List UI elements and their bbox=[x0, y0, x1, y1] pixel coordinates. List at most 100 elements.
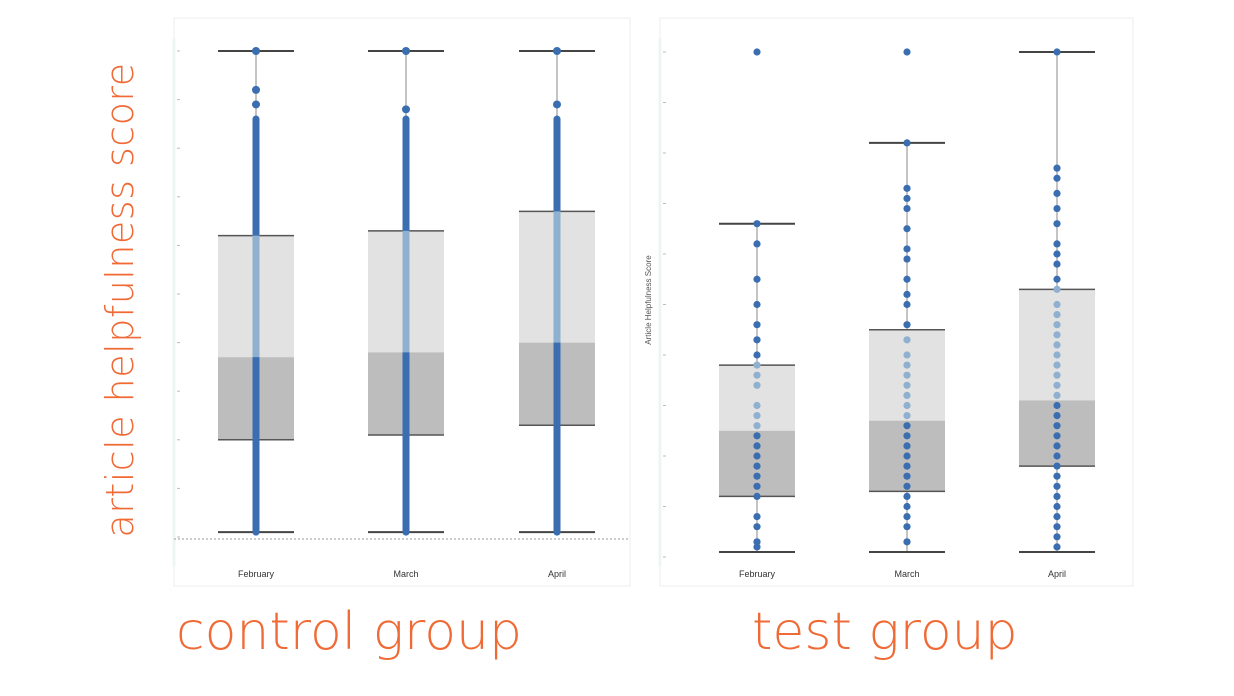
data-point bbox=[903, 381, 911, 389]
data-point bbox=[753, 300, 761, 309]
inner-y-axis-label: Article Helpfulness Score bbox=[644, 255, 653, 345]
data-point bbox=[753, 220, 761, 228]
data-point bbox=[1053, 250, 1061, 258]
data-point bbox=[903, 391, 911, 399]
data-point bbox=[753, 513, 761, 521]
data-point bbox=[753, 492, 761, 500]
data-point bbox=[1053, 341, 1061, 349]
data-point bbox=[903, 48, 911, 56]
data-point bbox=[753, 275, 761, 283]
data-point bbox=[1053, 482, 1061, 490]
data-point bbox=[553, 47, 561, 55]
data-point bbox=[1053, 401, 1061, 410]
data-point bbox=[753, 543, 761, 551]
data-point bbox=[903, 225, 911, 233]
data-point bbox=[903, 139, 911, 147]
data-point bbox=[753, 412, 761, 420]
data-point bbox=[903, 290, 911, 298]
data-point bbox=[1053, 533, 1061, 541]
data-point bbox=[903, 321, 911, 329]
data-point bbox=[903, 472, 911, 480]
data-point bbox=[753, 401, 761, 410]
data-point bbox=[1053, 351, 1061, 359]
data-point bbox=[252, 47, 260, 55]
data-point bbox=[1053, 513, 1061, 521]
data-point bbox=[1053, 523, 1061, 531]
category-label: February bbox=[739, 569, 776, 579]
data-point bbox=[1053, 174, 1061, 182]
data-point bbox=[753, 523, 761, 531]
data-point bbox=[1053, 220, 1061, 228]
data-point bbox=[753, 472, 761, 480]
data-point bbox=[903, 401, 911, 410]
data-point bbox=[1053, 452, 1061, 460]
data-point bbox=[753, 336, 761, 344]
data-point bbox=[753, 351, 761, 359]
data-point bbox=[753, 442, 761, 450]
data-point bbox=[753, 48, 761, 56]
data-point bbox=[252, 100, 260, 109]
data-point bbox=[402, 105, 410, 114]
data-point bbox=[1053, 502, 1061, 511]
data-point bbox=[903, 523, 911, 531]
data-point bbox=[1053, 422, 1061, 430]
data-point bbox=[903, 452, 911, 460]
data-point bbox=[753, 321, 761, 329]
data-point bbox=[1053, 164, 1061, 172]
data-point bbox=[402, 47, 410, 55]
data-point bbox=[1053, 48, 1061, 56]
data-point bbox=[1053, 412, 1061, 420]
data-point bbox=[753, 452, 761, 460]
data-point bbox=[903, 502, 911, 511]
data-point bbox=[903, 204, 911, 213]
category-label: March bbox=[393, 569, 418, 579]
data-point bbox=[252, 85, 260, 94]
data-point bbox=[1053, 311, 1061, 319]
data-point bbox=[753, 422, 761, 430]
category-label: April bbox=[1048, 569, 1066, 579]
data-point bbox=[903, 300, 911, 309]
category-label: April bbox=[548, 569, 566, 579]
data-point bbox=[1053, 321, 1061, 329]
data-point bbox=[903, 538, 911, 546]
data-point bbox=[1053, 391, 1061, 399]
data-point bbox=[903, 422, 911, 430]
data-point bbox=[1053, 331, 1061, 339]
data-point bbox=[1053, 275, 1061, 283]
data-point bbox=[903, 462, 911, 470]
data-point bbox=[903, 492, 911, 500]
data-point bbox=[1053, 381, 1061, 389]
data-point bbox=[1053, 204, 1061, 213]
data-point bbox=[753, 361, 761, 369]
data-point bbox=[1053, 432, 1061, 440]
data-point bbox=[1053, 492, 1061, 500]
data-point bbox=[1053, 472, 1061, 480]
data-point bbox=[903, 336, 911, 344]
data-point bbox=[903, 361, 911, 369]
data-point bbox=[903, 184, 911, 192]
data-point bbox=[753, 371, 761, 379]
data-point bbox=[903, 194, 911, 203]
data-point bbox=[903, 245, 911, 253]
data-point bbox=[1053, 240, 1061, 248]
data-point bbox=[553, 100, 561, 109]
data-point bbox=[1053, 260, 1061, 268]
data-point bbox=[1053, 543, 1061, 551]
data-point bbox=[903, 482, 911, 490]
data-point bbox=[753, 432, 761, 440]
data-point bbox=[903, 513, 911, 521]
data-point bbox=[1053, 285, 1061, 293]
data-point bbox=[903, 255, 911, 263]
test-group-label: test group bbox=[752, 602, 1018, 662]
data-point bbox=[1053, 361, 1061, 369]
data-point bbox=[753, 462, 761, 470]
data-point bbox=[1053, 442, 1061, 450]
data-point bbox=[903, 275, 911, 283]
data-point bbox=[753, 240, 761, 248]
data-point bbox=[903, 432, 911, 440]
data-point bbox=[1053, 189, 1061, 197]
data-point bbox=[1053, 371, 1061, 379]
control-group-label: control group bbox=[176, 602, 522, 662]
